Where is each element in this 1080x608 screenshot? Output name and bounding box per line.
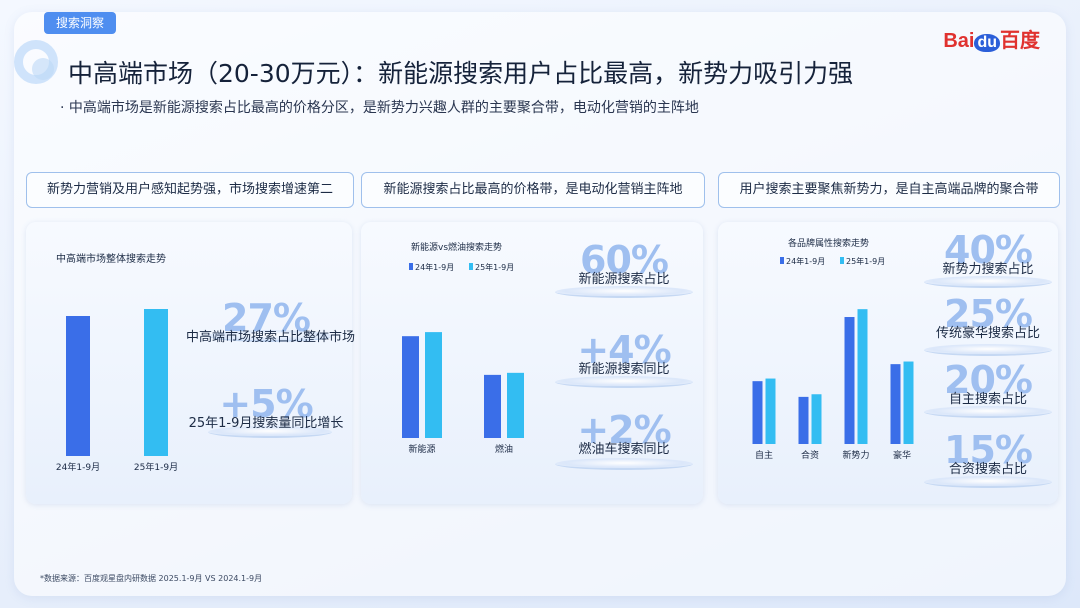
panel-brand-attributes: 各品牌属性搜索走势 24年1-9月 25年1-9月 自主 合资 新势力 豪华 40% 新… [718,222,1058,504]
stat-yoy-growth: +5% 25年1-9月搜索量同比增长 [186,384,346,431]
stat-label: 新势力搜索占比 [942,262,1034,277]
legend-swatch [780,257,784,264]
stat-base [924,476,1052,488]
bar-新势力-2024 [844,317,855,444]
data-source-footnote: *数据来源：百度观星盘内研数据 2025.1-9月 VS 2024.1-9月 [40,574,263,583]
logo-du: du [974,34,1000,52]
bar-自主-2025 [765,378,776,444]
stat-domestic-share: 20% 自主搜索占比 [918,360,1058,407]
stat-luxury-share: 25% 传统豪华搜索占比 [918,294,1058,341]
bar-豪华-2024 [890,364,901,444]
stat-value: 20% [944,358,1033,402]
stat-label: 中高端市场搜索占比整体市场 [186,330,356,345]
stat-value: 40% [944,228,1033,272]
page-subtitle: · 中高端市场是新能源搜索占比最高的价格分区，是新势力兴趣人群的主要聚合带，电动… [60,100,699,116]
stat-label: 合资搜索占比 [948,462,1027,477]
stat-label: 新能源搜索同比 [578,362,670,377]
stat-base [208,330,332,342]
baidu-logo: Bai du 百度 [943,24,1040,53]
x-tick-label: 燃油 [495,443,513,455]
x-tick-label: 自主 [755,449,773,461]
stat-value: +4% [577,328,671,372]
stat-base [555,458,693,470]
stat-value: 60% [580,238,669,282]
legend-label: 24年1-9月 [415,262,454,272]
chart-title: 新能源vs燃油搜索走势 [411,241,502,253]
bar-合资-2025 [811,394,822,444]
bar-新势力-2025 [857,309,868,444]
stat-base [924,276,1052,288]
x-tick-label: 合资 [801,449,819,461]
legend-swatch [840,257,844,264]
stat-nev-yoy: +4% 新能源搜索同比 [551,330,697,377]
panel-header-3: 用户搜索主要聚焦新势力，是自主高端品牌的聚合带 [718,172,1060,208]
stat-label: 25年1-9月搜索量同比增长 [188,416,344,431]
panel-header-1: 新势力营销及用户感知起势强，市场搜索增速第二 [26,172,354,208]
stat-base [555,286,693,298]
legend-label: 25年1-9月 [846,256,885,266]
panel-nev-vs-fuel: 新能源vs燃油搜索走势 24年1-9月 25年1-9月 新能源 燃油 60% 新能源… [361,222,703,504]
page-title: 中高端市场（20-30万元）：新能源搜索用户占比最高，新势力吸引力强 [68,59,854,88]
chart-title: 中高端市场整体搜索走势 [56,252,166,265]
bar-豪华-2025 [903,361,914,444]
stat-base [924,406,1052,418]
stat-label: 新能源搜索占比 [578,272,670,287]
bar-新能源-2024 [402,336,419,438]
bar-新能源-2025 [425,332,442,438]
stat-value: 27% [222,296,311,340]
legend-label: 25年1-9月 [475,262,514,272]
stat-nev-share: 60% 新能源搜索占比 [551,240,697,287]
stat-value: 25% [944,292,1033,336]
bar-燃油-2025 [507,372,524,438]
bar-2025 [144,309,168,456]
stat-new-forces-share: 40% 新势力搜索占比 [918,230,1058,277]
stat-jv-share: 15% 合资搜索占比 [918,430,1058,477]
stat-label: 传统豪华搜索占比 [935,326,1040,341]
legend-label: 24年1-9月 [786,256,825,266]
stat-fuel-yoy: +2% 燃油车搜索同比 [551,410,697,457]
logo-bai: Bai [943,30,975,52]
stat-value: +2% [577,408,671,452]
panel-header-2: 新能源搜索占比最高的价格带，是电动化营销主阵地 [361,172,705,208]
x-tick-label: 新势力 [842,449,869,461]
stat-label: 燃油车搜索同比 [578,442,670,457]
chart-title: 各品牌属性搜索走势 [788,237,869,249]
x-tick-label: 豪华 [893,449,911,461]
chart-brand-attributes-svg: 各品牌属性搜索走势 24年1-9月 25年1-9月 自主 合资 新势力 豪华 [752,237,914,461]
bar-燃油-2024 [484,374,501,438]
bar-合资-2024 [798,396,809,444]
chart-nev-vs-fuel-svg: 新能源vs燃油搜索走势 24年1-9月 25年1-9月 新能源 燃油 [402,241,524,455]
chart-market-trend-svg: 中高端市场整体搜索走势 24年1-9月 25年1-9月 [56,252,178,473]
bar-自主-2024 [752,381,763,444]
stat-value: 15% [944,428,1033,472]
stat-market-share: 27% 中高端市场搜索占比整体市场 [186,296,356,345]
section-tag: 搜索洞察 [44,12,117,34]
stat-base [208,426,332,438]
logo-text: 百度 [1000,30,1040,52]
x-tick-label: 24年1-9月 [56,461,100,473]
legend-swatch [409,263,413,270]
stat-base [555,376,693,388]
decorative-ring [14,40,58,84]
panel-market-trend: 中高端市场整体搜索走势 24年1-9月 25年1-9月 27% 中高端市场搜索占比… [26,222,356,504]
x-tick-label: 25年1-9月 [134,461,178,473]
stat-base [924,344,1052,356]
decorative-dot [32,58,54,80]
bar-2024 [66,316,90,456]
stat-value: +5% [219,382,313,426]
stat-label: 自主搜索占比 [948,392,1027,407]
x-tick-label: 新能源 [408,443,435,455]
legend-swatch [469,263,473,270]
